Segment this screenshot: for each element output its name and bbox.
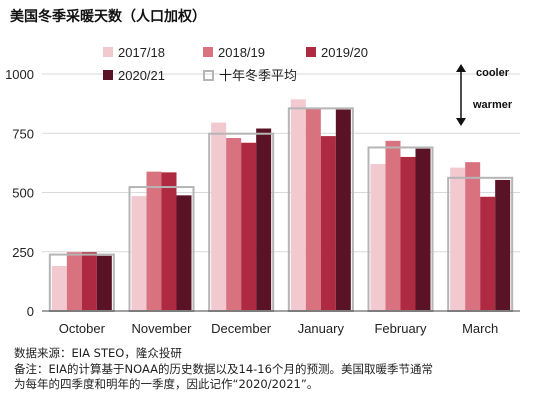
- bar-chart: 0 250 500 750 1000 October November December Jan…: [5, 45, 520, 336]
- bar: [131, 196, 147, 311]
- bar: [480, 196, 496, 311]
- bar: [335, 109, 351, 311]
- bar: [81, 252, 97, 311]
- remark-note-line-1: 备注：EIA的计算基于NOAA的历史数据以及14-16个月的预测。美国取暖季节通…: [14, 361, 433, 376]
- remark-note-line-2: 为每年的四季度和明年的一季度，因此记作“2020/2021”。: [14, 377, 319, 391]
- legend-swatch: [306, 47, 316, 57]
- x-tick-label: February: [374, 321, 427, 336]
- x-tick-label: January: [298, 321, 345, 336]
- legend-swatch: [203, 47, 213, 57]
- bar: [176, 195, 192, 311]
- legend-label: 2019/20: [321, 45, 368, 60]
- legend-swatch: [203, 70, 214, 81]
- y-tick-label: 1000: [5, 67, 34, 82]
- annotation-warmer: warmer: [472, 99, 513, 111]
- chart-title: 美国冬季采暖天数（人口加权）: [10, 9, 206, 25]
- bar: [385, 140, 401, 311]
- y-tick-label: 250: [12, 245, 34, 260]
- bar: [465, 162, 481, 311]
- x-tick-label: December: [211, 321, 272, 336]
- annotation-cooler: cooler: [476, 67, 510, 79]
- legend-label: 2017/18: [118, 45, 165, 60]
- cooler-arrowhead: [456, 64, 466, 72]
- chart-notes: 数据来源：EIA STEO，隆众投研 备注：EIA的计算基于NOAA的历史数据以…: [14, 346, 433, 393]
- x-tick-label: March: [462, 321, 498, 336]
- legend-label: 十年冬季平均: [219, 68, 297, 84]
- bar: [146, 171, 162, 311]
- bar: [320, 136, 336, 311]
- bar: [51, 265, 67, 311]
- bar: [305, 107, 321, 312]
- bar: [161, 172, 177, 311]
- legend-label: 2018/19: [218, 45, 265, 60]
- bar: [415, 148, 431, 311]
- source-note: 数据来源：EIA STEO，隆众投研: [14, 346, 182, 360]
- bar: [241, 142, 257, 311]
- bar: [370, 164, 386, 311]
- bar: [290, 99, 306, 311]
- bar: [211, 122, 227, 312]
- bar: [495, 179, 511, 311]
- warmer-arrowhead: [456, 118, 466, 126]
- y-tick-label: 0: [27, 304, 34, 319]
- legend-swatch: [103, 47, 113, 57]
- legend-swatch: [103, 70, 113, 80]
- y-tick-label: 750: [12, 126, 34, 141]
- x-tick-label: November: [132, 321, 193, 336]
- bar: [256, 128, 272, 311]
- bar: [66, 252, 82, 311]
- y-tick-label: 500: [12, 186, 34, 201]
- x-tick-label: October: [59, 321, 106, 336]
- bar: [96, 255, 112, 311]
- legend-label: 2020/21: [118, 68, 165, 83]
- bar: [226, 137, 242, 311]
- bar: [400, 156, 416, 311]
- bar: [450, 167, 466, 311]
